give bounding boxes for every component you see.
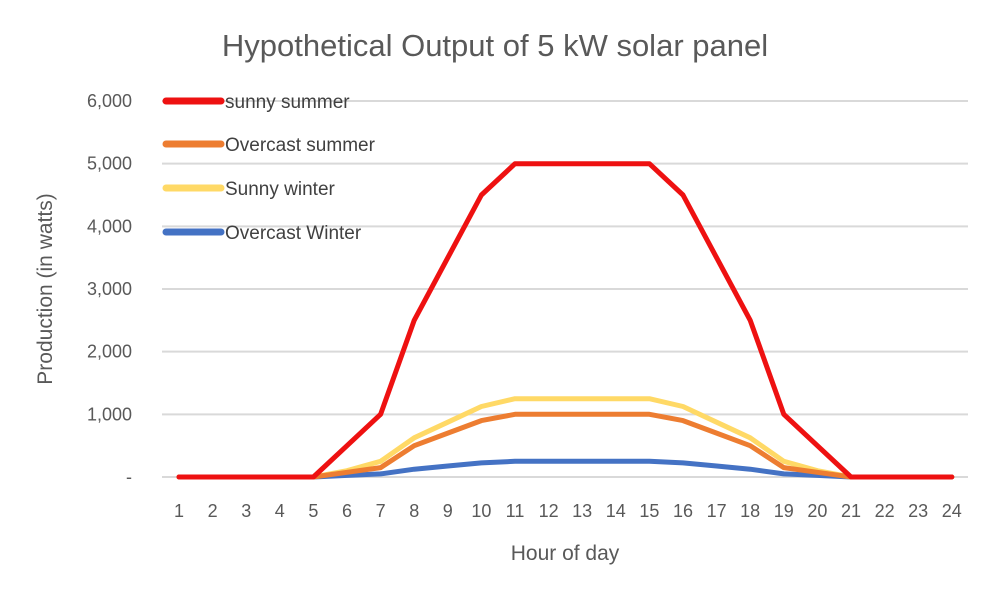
chart-title: Hypothetical Output of 5 kW solar panel <box>222 28 768 63</box>
legend: sunny summer Overcast summer Sunny winter O… <box>162 92 376 244</box>
x-tick-label: 21 <box>841 501 861 521</box>
series-lines <box>176 161 955 480</box>
legend-label: Overcast summer <box>225 135 376 156</box>
y-tick-label: 1,000 <box>87 404 132 424</box>
series-line <box>176 161 955 480</box>
y-axis-label: Production (in watts) <box>34 193 57 384</box>
x-tick-label: 1 <box>174 501 184 521</box>
x-tick-label: 20 <box>807 501 827 521</box>
x-tick-label: 3 <box>241 501 251 521</box>
x-tick-label: 23 <box>908 501 928 521</box>
x-tick-label: 14 <box>606 501 626 521</box>
legend-label: sunny summer <box>225 92 350 113</box>
y-tick-label: 4,000 <box>87 216 132 236</box>
x-tick-label: 11 <box>506 501 525 521</box>
legend-label: Sunny winter <box>225 179 336 200</box>
y-tick-label: - <box>126 467 132 487</box>
x-tick-label: 10 <box>471 501 491 521</box>
x-axis-label: Hour of day <box>511 542 620 565</box>
x-tick-label: 19 <box>774 501 794 521</box>
x-tick-label: 2 <box>208 501 218 521</box>
x-tick-label: 6 <box>342 501 352 521</box>
y-tick-label: 3,000 <box>87 279 132 299</box>
x-tick-label: 17 <box>707 501 727 521</box>
x-tick-label: 18 <box>740 501 760 521</box>
x-tick-label: 24 <box>942 501 962 521</box>
x-tick-label: 16 <box>673 501 693 521</box>
x-tick-label: 12 <box>539 501 559 521</box>
x-tick-label: 9 <box>443 501 453 521</box>
x-tick-label: 22 <box>875 501 895 521</box>
legend-label: Overcast Winter <box>225 223 362 244</box>
x-tick-label: 4 <box>275 501 285 521</box>
x-tick-label: 5 <box>308 501 318 521</box>
gridlines <box>162 100 968 478</box>
x-tick-label: 15 <box>639 501 659 521</box>
y-tick-label: 6,000 <box>87 91 132 111</box>
y-tick-label: 5,000 <box>87 154 132 174</box>
y-axis-ticks: - 1,000 2,000 3,000 4,000 5,000 6,000 <box>87 91 132 487</box>
x-axis-ticks: 1 2 3 4 5 6 7 8 9 10 11 12 13 14 15 16 17 18 19 20 21 22 23 24 <box>174 501 962 521</box>
x-tick-label: 13 <box>572 501 592 521</box>
x-tick-label: 8 <box>409 501 419 521</box>
y-tick-label: 2,000 <box>87 342 132 362</box>
series-line <box>176 411 955 480</box>
x-tick-label: 7 <box>376 501 386 521</box>
